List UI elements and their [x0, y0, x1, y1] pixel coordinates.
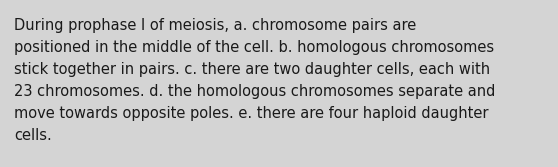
Text: During prophase I of meiosis, a. chromosome pairs are: During prophase I of meiosis, a. chromos…	[14, 18, 416, 33]
Text: 23 chromosomes. d. the homologous chromosomes separate and: 23 chromosomes. d. the homologous chromo…	[14, 84, 496, 99]
Text: stick together in pairs. c. there are two daughter cells, each with: stick together in pairs. c. there are tw…	[14, 62, 490, 77]
Text: cells.: cells.	[14, 128, 52, 143]
Text: positioned in the middle of the cell. b. homologous chromosomes: positioned in the middle of the cell. b.…	[14, 40, 494, 55]
Text: move towards opposite poles. e. there are four haploid daughter: move towards opposite poles. e. there ar…	[14, 106, 488, 121]
